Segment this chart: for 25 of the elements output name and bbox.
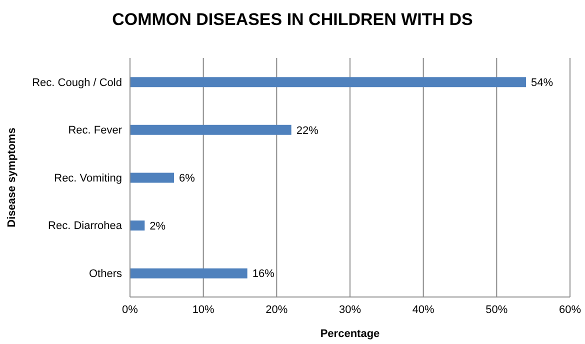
y-tick-label: Others <box>88 268 122 280</box>
x-axis-title: Percentage <box>320 328 380 340</box>
x-tick-label: 50% <box>486 304 508 316</box>
data-label: 2% <box>150 220 166 232</box>
bar <box>130 268 248 278</box>
y-tick-label: Rec. Fever <box>68 124 122 137</box>
x-tick-label: 30% <box>338 304 362 316</box>
x-tick-label: 10% <box>192 304 215 316</box>
bar <box>130 124 292 135</box>
y-tick-label: Rec. Cough / Cold <box>32 76 122 89</box>
data-label: 22% <box>296 124 319 137</box>
data-label: 54% <box>531 77 554 90</box>
data-label: 16% <box>252 268 275 280</box>
bar <box>130 77 526 88</box>
bar <box>130 220 145 231</box>
bar <box>130 172 174 183</box>
x-tick-label: 40% <box>412 304 435 316</box>
x-tick-label: 0% <box>122 304 138 316</box>
data-label: 6% <box>179 172 196 185</box>
y-axis-title: Disease symptoms <box>6 128 18 228</box>
x-tick-label: 20% <box>266 304 288 316</box>
y-tick-label: Rec. Vomiting <box>54 172 122 184</box>
x-tick-label: 60% <box>558 304 582 316</box>
y-tick-label: Rec. Diarrohea <box>48 220 123 232</box>
chart-title: COMMON DISEASES IN CHILDREN WITH DS <box>111 10 474 30</box>
